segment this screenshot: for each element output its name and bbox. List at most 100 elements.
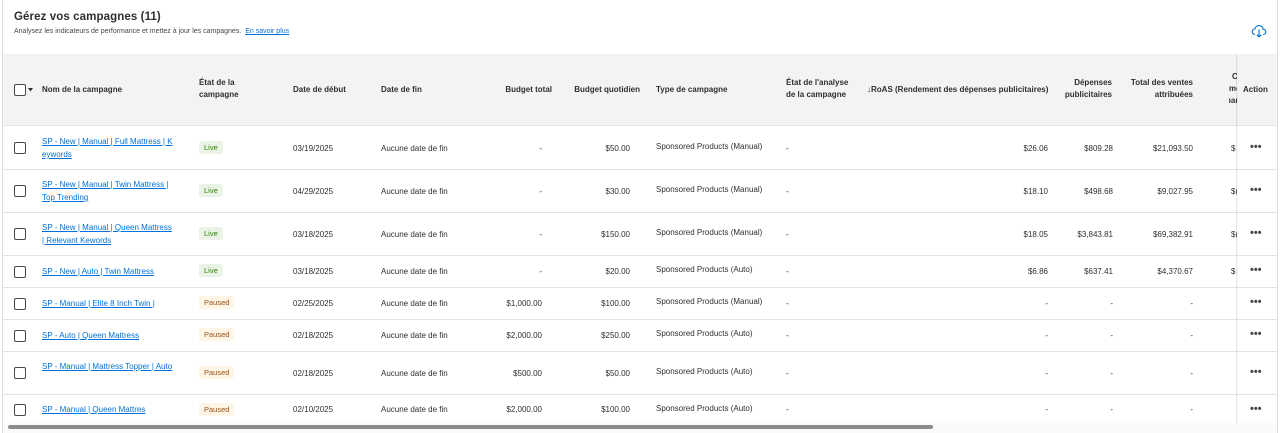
campaign-type: Sponsored Products (Manual) <box>656 185 763 194</box>
row-checkbox[interactable] <box>14 298 26 310</box>
col-header-budget-total[interactable]: Budget total <box>505 85 552 94</box>
table-row: SP - New | Auto | Twin Mattress Live 03/… <box>3 256 1277 288</box>
campaign-name-link[interactable]: SP - New | Manual | Full Mattress | Keyw… <box>42 137 173 159</box>
roas-value: - <box>1045 369 1048 378</box>
horizontal-scrollbar-thumb[interactable] <box>8 425 933 429</box>
roas-value: $18.05 <box>1023 230 1048 239</box>
row-checkbox[interactable] <box>14 367 26 379</box>
campaign-type: Sponsored Products (Auto) <box>656 367 753 376</box>
campaign-type: Sponsored Products (Auto) <box>656 329 753 338</box>
attributed-sales-value: $69,382.91 <box>1152 230 1193 239</box>
learn-more-link[interactable]: En savoir plus <box>245 28 290 35</box>
row-checkbox[interactable] <box>14 142 26 154</box>
col-header-analysis-status[interactable]: État de l'analyse de la campagne <box>786 77 848 101</box>
col-header-analysis-line1: État de l'analyse <box>786 78 849 87</box>
start-date: 03/19/2025 <box>293 144 334 153</box>
attributed-sales-value: - <box>1190 405 1193 414</box>
end-date: Aucune date de fin <box>381 331 448 340</box>
analysis-status: - <box>786 144 789 153</box>
attributed-sales-value: $9,027.95 <box>1157 187 1193 196</box>
row-checkbox[interactable] <box>14 404 26 416</box>
col-header-status[interactable]: État de la campagne <box>199 77 239 101</box>
col-header-start-date[interactable]: Date de début <box>293 85 346 94</box>
start-date: 02/10/2025 <box>293 405 334 414</box>
col-header-spend-line2: publicitaires <box>1064 90 1112 99</box>
campaign-name-link[interactable]: SP - Manual | Elite 8 Inch Twin | <box>42 299 155 308</box>
campaign-name-link[interactable]: SP - Manual | Mattress Topper | Auto <box>42 362 173 371</box>
col-header-analysis-line2: de la campagne <box>786 90 847 99</box>
col-header-budget-daily[interactable]: Budget quotidien <box>574 85 640 94</box>
row-checkbox[interactable] <box>14 330 26 342</box>
vertical-scrollbar-thumb[interactable] <box>1277 56 1278 339</box>
status-badge: Live <box>199 184 223 197</box>
caret-down-icon[interactable] <box>28 88 33 92</box>
cloud-download-icon[interactable] <box>1251 23 1267 39</box>
col-header-status-line1: État de la <box>199 78 235 87</box>
table-row: SP - New | Manual | Full Mattress | Keyw… <box>3 127 1277 170</box>
col-header-campaign-type[interactable]: Type de campagne <box>656 85 728 94</box>
end-date: Aucune date de fin <box>381 267 448 276</box>
table-header: Nom de la campagne État de la campagne D… <box>3 54 1277 126</box>
budget-total: $500.00 <box>513 369 542 378</box>
row-checkbox[interactable] <box>14 228 26 240</box>
end-date: Aucune date de fin <box>381 187 448 196</box>
more-horizontal-icon[interactable]: ••• <box>1250 227 1262 239</box>
attributed-sales-value: $4,370.67 <box>1157 267 1193 276</box>
campaign-name-link[interactable]: SP - New | Manual | Twin Mattress | Top … <box>42 180 169 202</box>
more-horizontal-icon[interactable]: ••• <box>1250 141 1262 153</box>
more-horizontal-icon[interactable]: ••• <box>1250 403 1262 415</box>
col-header-attributed-sales[interactable]: Total des ventes attribuées <box>1131 77 1193 101</box>
col-header-end-date[interactable]: Date de fin <box>381 85 422 94</box>
campaign-name-link[interactable]: SP - Auto | Queen Mattress <box>42 331 140 340</box>
sticky-column-divider <box>1236 54 1238 426</box>
clipped-value: $ <box>1231 267 1236 276</box>
budget-total: - <box>539 230 542 239</box>
col-header-ad-spend[interactable]: Dépenses publicitaires <box>1065 77 1112 101</box>
analysis-status: - <box>786 331 789 340</box>
analysis-status: - <box>786 405 789 414</box>
more-horizontal-icon[interactable]: ••• <box>1250 264 1262 276</box>
clipped-value: $ <box>1231 144 1236 153</box>
clipped-value: $( <box>1231 187 1237 196</box>
ad-spend-value: - <box>1110 331 1113 340</box>
select-all-checkbox[interactable] <box>14 84 26 96</box>
table-row: SP - New | Manual | Twin Mattress | Top … <box>3 170 1277 213</box>
budget-total: $2,000.00 <box>506 331 542 340</box>
roas-value: - <box>1045 331 1048 340</box>
end-date: Aucune date de fin <box>381 299 448 308</box>
campaign-name-link[interactable]: SP - New | Auto | Twin Mattress <box>42 267 154 276</box>
attributed-sales-value: - <box>1190 299 1193 308</box>
ad-spend-value: $809.28 <box>1084 144 1113 153</box>
start-date: 02/18/2025 <box>293 331 334 340</box>
more-horizontal-icon[interactable]: ••• <box>1250 184 1262 196</box>
col-header-roas[interactable]: ↓RoAS (Rendement des dépenses publicitai… <box>867 85 1049 94</box>
col-header-spend-line1: Dépenses <box>1074 78 1112 87</box>
start-date: 02/25/2025 <box>293 299 334 308</box>
budget-daily: $100.00 <box>601 299 630 308</box>
more-horizontal-icon[interactable]: ••• <box>1250 296 1262 308</box>
row-checkbox[interactable] <box>14 185 26 197</box>
campaign-name-link[interactable]: SP - New | Manual | Queen Mattress | Rel… <box>42 223 172 245</box>
status-badge: Paused <box>199 366 235 379</box>
ad-spend-value: - <box>1110 369 1113 378</box>
budget-daily: $50.00 <box>605 144 630 153</box>
table-row: SP - Manual | Elite 8 Inch Twin | Paused… <box>3 288 1277 320</box>
start-date: 03/18/2025 <box>293 230 334 239</box>
end-date: Aucune date de fin <box>381 405 448 414</box>
analysis-status: - <box>786 299 789 308</box>
campaign-name-link[interactable]: SP - Manual | Queen Mattres <box>42 405 146 414</box>
ad-spend-value: - <box>1110 405 1113 414</box>
budget-total: - <box>539 267 542 276</box>
row-checkbox[interactable] <box>14 266 26 278</box>
campaign-type: Sponsored Products (Manual) <box>656 142 763 151</box>
more-horizontal-icon[interactable]: ••• <box>1250 366 1262 378</box>
end-date: Aucune date de fin <box>381 230 448 239</box>
budget-daily: $100.00 <box>601 405 630 414</box>
analysis-status: - <box>786 369 789 378</box>
table-row: SP - New | Manual | Queen Mattress | Rel… <box>3 213 1277 256</box>
col-header-name[interactable]: Nom de la campagne <box>42 85 123 94</box>
analysis-status: - <box>786 230 789 239</box>
more-horizontal-icon[interactable]: ••• <box>1250 328 1262 340</box>
roas-value: $26.06 <box>1023 144 1048 153</box>
